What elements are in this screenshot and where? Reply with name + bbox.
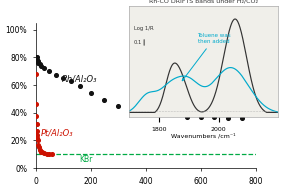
- Point: [35, 136, 40, 139]
- Text: 0.1: 0.1: [134, 40, 142, 45]
- Point: [226, 117, 230, 120]
- Point: [198, 115, 203, 119]
- Point: [41, 151, 46, 154]
- Point: [34, 122, 39, 125]
- Point: [37, 63, 42, 66]
- Point: [36, 139, 40, 142]
- Point: [212, 115, 217, 119]
- Point: [40, 151, 45, 154]
- Point: [102, 99, 106, 102]
- Point: [41, 67, 46, 70]
- Text: Pt/Al₂O₃: Pt/Al₂O₃: [40, 128, 73, 137]
- Point: [157, 111, 162, 114]
- Point: [77, 85, 82, 88]
- Point: [37, 149, 42, 152]
- Point: [47, 153, 51, 156]
- Point: [36, 61, 41, 64]
- Text: Toluene was
then added: Toluene was then added: [182, 33, 231, 81]
- Point: [35, 59, 39, 62]
- Point: [35, 133, 39, 136]
- Point: [39, 150, 43, 153]
- Point: [37, 146, 41, 149]
- Point: [69, 79, 74, 82]
- Point: [39, 64, 43, 67]
- Point: [88, 92, 93, 95]
- Point: [34, 114, 39, 117]
- Point: [185, 115, 189, 119]
- Title: Rh-CO DRIFTS bands under H₂/CO₂: Rh-CO DRIFTS bands under H₂/CO₂: [149, 0, 258, 4]
- Point: [116, 104, 120, 107]
- Point: [36, 143, 41, 146]
- Point: [54, 74, 59, 77]
- Point: [61, 77, 65, 80]
- Point: [34, 56, 39, 59]
- Point: [36, 60, 40, 63]
- Point: [35, 129, 39, 132]
- Point: [143, 107, 148, 110]
- Point: [130, 107, 134, 110]
- Point: [47, 70, 51, 73]
- Point: [50, 153, 54, 156]
- Point: [44, 152, 49, 155]
- Text: Rh/Al₂O₃: Rh/Al₂O₃: [62, 74, 97, 83]
- Point: [171, 113, 175, 116]
- Point: [34, 72, 38, 75]
- Point: [34, 56, 38, 59]
- Text: Log 1/R: Log 1/R: [134, 26, 153, 31]
- Point: [240, 117, 244, 120]
- Text: KBr: KBr: [80, 155, 93, 164]
- X-axis label: Wavenumbers /cm⁻¹: Wavenumbers /cm⁻¹: [172, 133, 236, 139]
- Point: [34, 103, 38, 106]
